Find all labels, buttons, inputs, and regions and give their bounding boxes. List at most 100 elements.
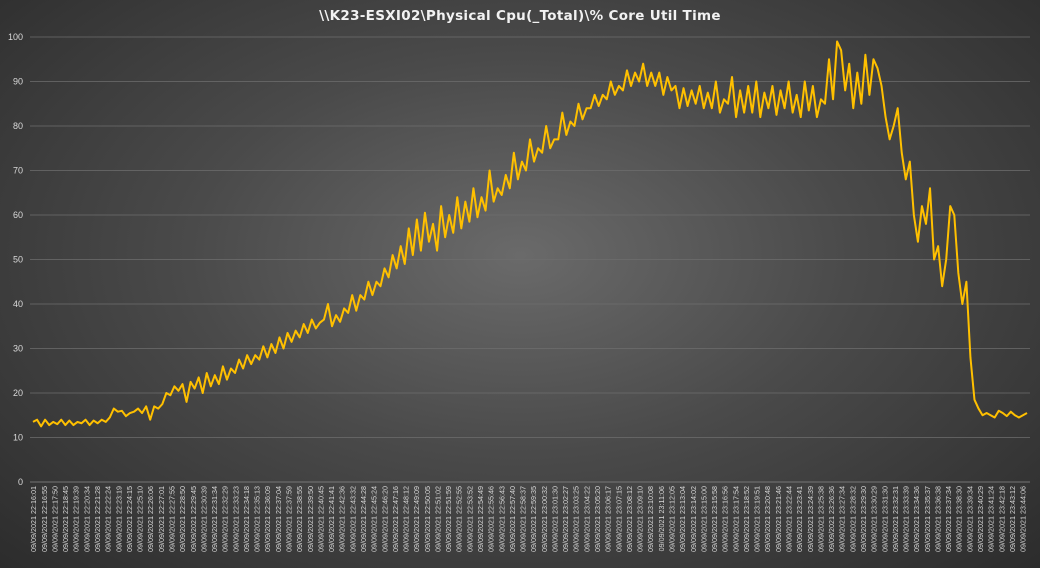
x-tick-label: 09/09/2021 22:33:23 — [231, 486, 240, 552]
y-tick-label: 80 — [13, 121, 23, 131]
x-tick-label: 09/09/2021 22:23:19 — [114, 486, 123, 552]
y-tick-label: 10 — [13, 433, 23, 443]
x-tick-label: 09/09/2021 22:38:55 — [295, 486, 304, 552]
x-tick-label: 09/09/2021 22:18:45 — [61, 486, 70, 552]
x-tick-label: 09/09/2021 22:17:50 — [50, 486, 59, 552]
x-tick-label: 09/09/2021 23:09:10 — [636, 486, 645, 552]
series-line-0 — [32, 40, 1028, 428]
x-tick-label: 09/09/2021 23:30:29 — [870, 486, 879, 552]
chart-title: \\K23-ESXI02\Physical Cpu(_Total)\% Core… — [319, 8, 721, 24]
x-tick-label: 09/09/2021 22:28:50 — [178, 486, 187, 552]
x-tick-label: 09/09/2021 23:25:38 — [816, 486, 825, 552]
x-tick-label: 09/09/2021 23:39:34 — [965, 486, 974, 552]
y-axis-ticks: 0 10 20 30 40 50 60 70 80 90 100 — [8, 32, 23, 487]
x-tick-label: 09/09/2021 23:35:37 — [923, 486, 932, 552]
x-tick-label: 09/09/2021 23:15:58 — [710, 486, 719, 552]
x-tick-label: 09/09/2021 22:39:50 — [306, 486, 315, 552]
x-tick-label: 09/09/2021 23:37:34 — [944, 486, 953, 552]
x-tick-label: 09/09/2021 22:59:35 — [529, 486, 538, 552]
x-tick-label: 09/09/2021 22:58:37 — [519, 486, 528, 552]
x-tick-label: 09/09/2021 22:51:02 — [433, 486, 442, 552]
x-tick-label: 09/09/2021 23:03:25 — [572, 486, 581, 552]
x-tick-label: 09/09/2021 23:21:46 — [774, 486, 783, 552]
x-tick-label: 09/09/2021 23:12:05 — [667, 486, 676, 552]
y-tick-label: 100 — [8, 32, 23, 42]
x-tick-label: 09/09/2021 23:38:30 — [955, 486, 964, 552]
x-tick-label: 09/09/2021 22:25:10 — [136, 486, 145, 552]
x-tick-label: 09/09/2021 23:00:32 — [540, 486, 549, 552]
x-tick-label: 09/09/2021 23:27:34 — [838, 486, 847, 552]
x-tick-label: 09/09/2021 22:47:16 — [391, 486, 400, 552]
x-tick-label: 09/09/2021 23:36:38 — [933, 486, 942, 552]
x-tick-label: 09/09/2021 22:50:05 — [423, 486, 432, 552]
x-tick-label: 09/09/2021 22:29:45 — [189, 486, 198, 552]
x-tick-label: 09/09/2021 22:49:09 — [412, 486, 421, 552]
x-tick-label: 09/09/2021 23:10:08 — [646, 486, 655, 552]
y-tick-label: 60 — [13, 210, 23, 220]
x-tick-label: 09/09/2021 22:36:09 — [263, 486, 272, 552]
x-tick-label: 09/09/2021 23:32:31 — [891, 486, 900, 552]
y-tick-label: 30 — [13, 344, 23, 354]
x-tick-label: 09/09/2021 22:20:34 — [82, 486, 91, 552]
x-tick-label: 09/09/2021 22:30:39 — [199, 486, 208, 552]
x-tick-label: 09/09/2021 23:24:39 — [806, 486, 815, 552]
x-tick-label: 09/09/2021 23:33:39 — [902, 486, 911, 552]
x-tick-label: 09/09/2021 22:16:01 — [29, 486, 38, 552]
x-tick-label: 09/09/2021 23:29:30 — [859, 486, 868, 552]
x-tick-label: 09/09/2021 22:37:04 — [274, 486, 283, 552]
x-tick-label: 09/09/2021 22:34:18 — [242, 486, 251, 552]
x-tick-label: 09/09/2021 23:40:29 — [976, 486, 985, 552]
x-tick-label: 09/09/2021 23:44:06 — [1019, 486, 1028, 552]
x-tick-label: 09/09/2021 22:27:55 — [167, 486, 176, 552]
x-tick-label: 09/09/2021 22:51:59 — [444, 486, 453, 552]
x-tick-label: 09/09/2021 22:19:39 — [72, 486, 81, 552]
x-tick-label: 09/09/2021 23:01:30 — [550, 486, 559, 552]
y-tick-label: 50 — [13, 255, 23, 265]
x-tick-label: 09/09/2021 23:06:17 — [604, 486, 613, 552]
x-tick-label: 09/09/2021 23:14:02 — [689, 486, 698, 552]
x-tick-label: 09/09/2021 22:35:13 — [253, 486, 262, 552]
x-tick-label: 09/09/2021 23:23:41 — [795, 486, 804, 552]
x-tick-label: 09/09/2021 23:02:27 — [561, 486, 570, 552]
x-tick-label: 09/09/2021 23:34:36 — [912, 486, 921, 552]
x-tick-label: 09/09/2021 23:43:12 — [1008, 486, 1017, 552]
x-tick-label: 09/09/2021 22:42:36 — [338, 486, 347, 552]
x-tick-label: 09/09/2021 23:08:12 — [625, 486, 634, 552]
x-tick-label: 09/09/2021 22:55:46 — [487, 486, 496, 552]
x-tick-label: 09/09/2021 22:24:15 — [125, 486, 134, 552]
x-tick-label: 09/09/2021 22:56:43 — [497, 486, 506, 552]
x-tick-label: 09/09/2021 22:32:29 — [221, 486, 230, 552]
x-tick-label: 09/09/2021 23:19:51 — [753, 486, 762, 552]
x-tick-label: 09/09/2021 22:52:55 — [455, 486, 464, 552]
x-tick-label: 09/09/2021 23:28:32 — [848, 486, 857, 552]
x-tick-label: 09/09/2021 22:40:45 — [316, 486, 325, 552]
x-tick-label: 09/09/2021 22:44:28 — [359, 486, 368, 552]
x-tick-label: 09/09/2021 23:26:36 — [827, 486, 836, 552]
x-tick-label: 09/09/2021 22:53:52 — [465, 486, 474, 552]
gridlines — [30, 36, 1030, 483]
x-tick-label: 09/09/2021 22:31:34 — [210, 486, 219, 552]
x-tick-label: 09/09/2021 22:48:12 — [402, 486, 411, 552]
x-tick-label: 09/09/2021 23:13:04 — [678, 486, 687, 552]
x-tick-label: 09/09/2021 22:57:40 — [508, 486, 517, 552]
x-tick-label: 09/09/2021 23:16:56 — [721, 486, 730, 552]
y-tick-label: 70 — [13, 166, 23, 176]
x-tick-label: 09/09/2021 22:45:24 — [370, 486, 379, 552]
x-tick-label: 09/09/2021 23:42:18 — [997, 486, 1006, 552]
x-tick-label: 09/09/2021 23:15:00 — [699, 486, 708, 552]
x-tick-label: 09/09/2021 23:05:20 — [593, 486, 602, 552]
x-tick-label: 09/09/2021 23:04:22 — [582, 486, 591, 552]
x-tick-label: 09/09/2021 22:46:20 — [380, 486, 389, 552]
x-tick-label: 09/09/2021 23:41:24 — [987, 486, 996, 552]
x-tick-label: 09/09/2021 23:18:52 — [742, 486, 751, 552]
x-tick-label: 09/09/2021 22:22:24 — [104, 486, 113, 552]
y-tick-label: 0 — [18, 477, 23, 487]
x-tick-label: 09/09/2021 23:22:44 — [785, 486, 794, 552]
x-tick-label: 09/09/2021 22:16:55 — [40, 486, 49, 552]
x-tick-label: 09/09/2021 22:43:32 — [348, 486, 357, 552]
y-tick-label: 90 — [13, 77, 23, 87]
y-tick-label: 20 — [13, 388, 23, 398]
x-axis-ticks: 09/09/2021 22:16:01 09/09/2021 22:16:55 09… — [29, 486, 1027, 552]
